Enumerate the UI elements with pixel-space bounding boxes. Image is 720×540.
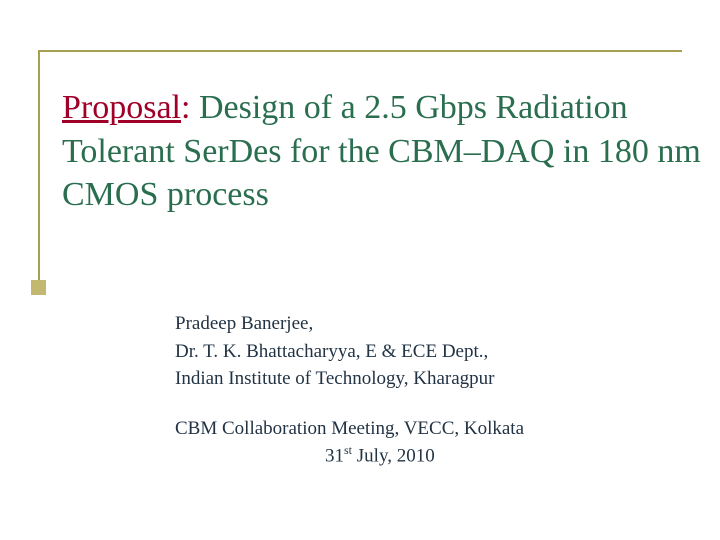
frame-corner-square <box>31 280 46 295</box>
slide-title: Proposal: Design of a 2.5 Gbps Radiation… <box>62 86 702 217</box>
date-rest: July, 2010 <box>352 446 435 467</box>
date-day: 31 <box>325 446 344 467</box>
author-line-2: Dr. T. K. Bhattacharyya, E & ECE Dept., <box>175 338 675 366</box>
author-line-3: Indian Institute of Technology, Kharagpu… <box>175 365 675 393</box>
frame-left-border <box>38 50 40 287</box>
spacer <box>175 393 675 415</box>
date-ordinal: st <box>344 443 352 457</box>
title-proposal-word: Proposal <box>62 89 181 126</box>
author-line-1: Pradeep Banerjee, <box>175 310 675 338</box>
date-line: 31st July, 2010 <box>175 442 675 470</box>
meeting-line: CBM Collaboration Meeting, VECC, Kolkata <box>175 415 675 443</box>
slide-body: Pradeep Banerjee, Dr. T. K. Bhattacharyy… <box>175 310 675 470</box>
frame-top-border <box>38 50 682 52</box>
